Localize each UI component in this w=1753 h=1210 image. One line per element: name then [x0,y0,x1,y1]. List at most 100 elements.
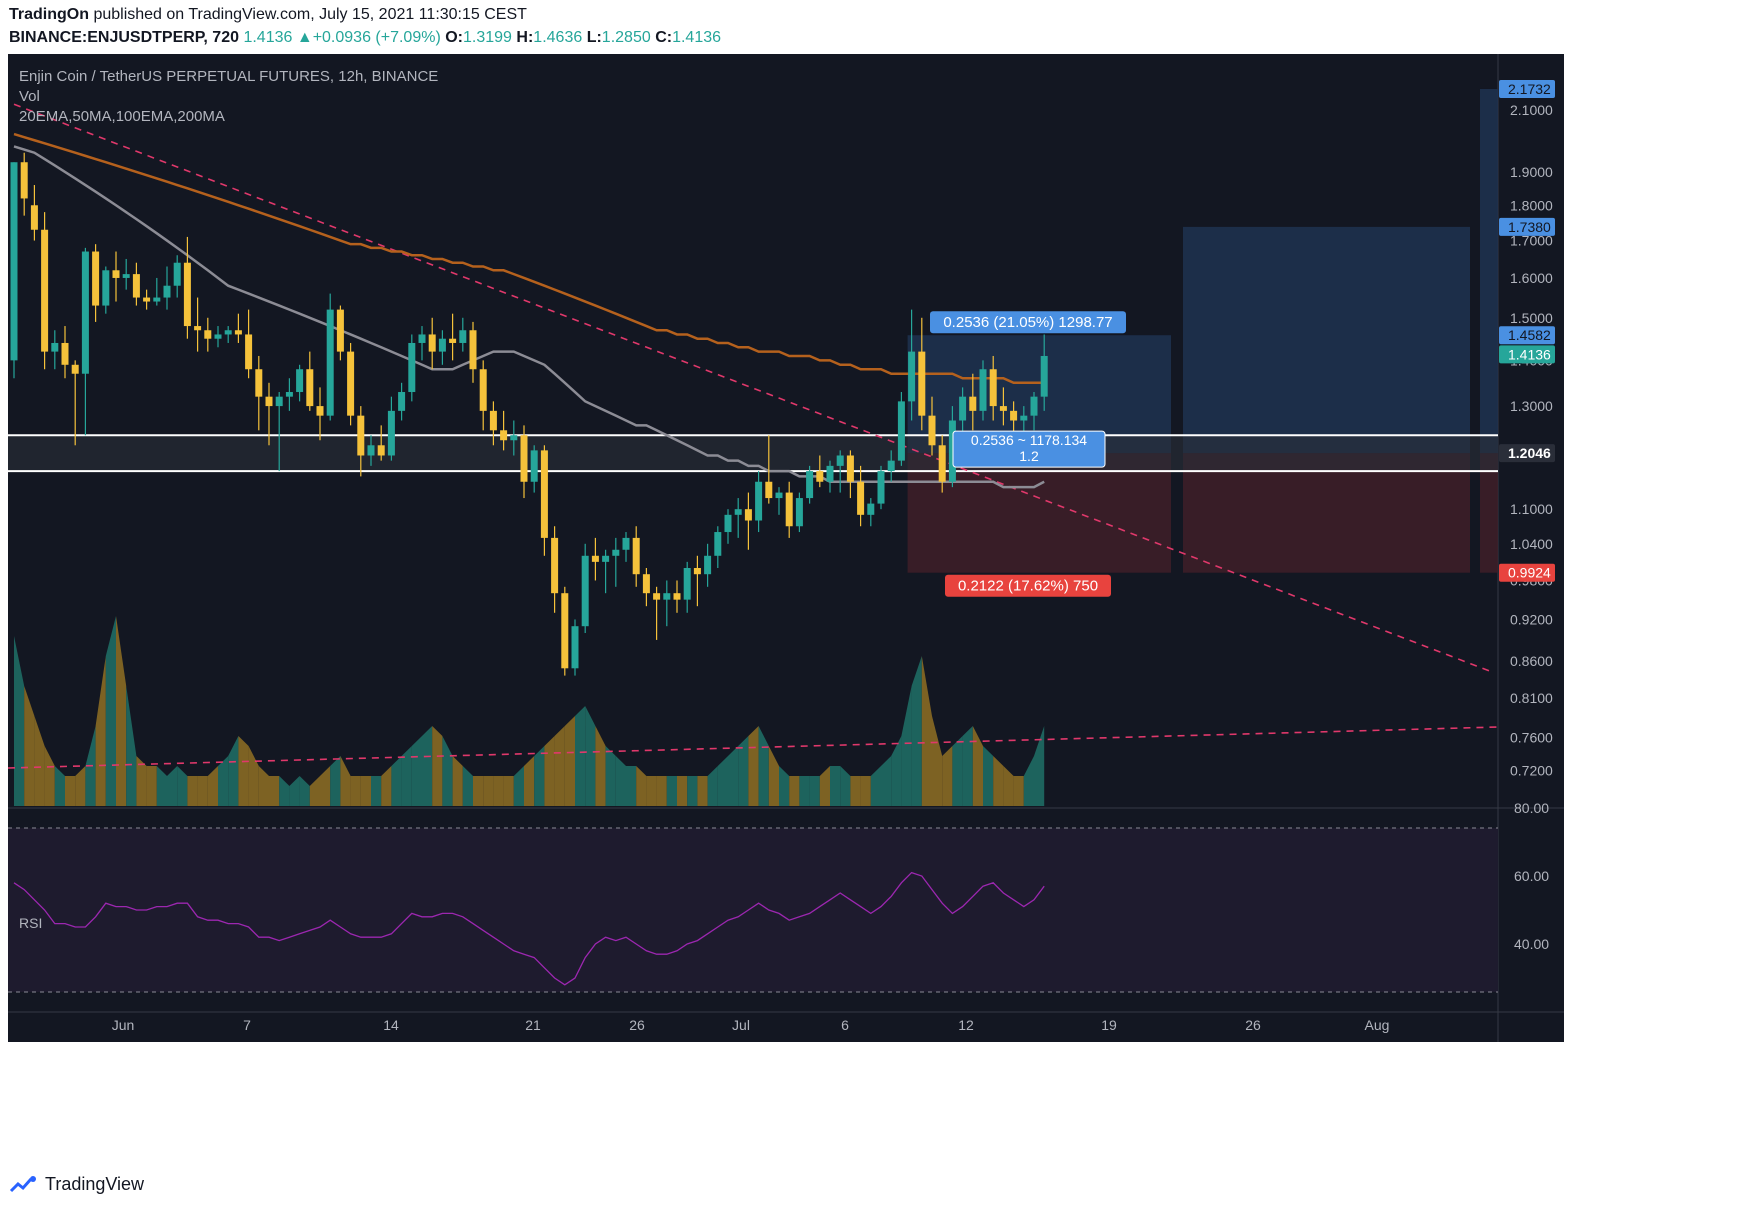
moving-averages [13,132,1045,489]
open-value: 1.3199 [463,29,512,46]
price-label-bg [1499,79,1555,98]
candle-body [459,330,467,343]
target-label-text: 0.2536 (21.05%) 1298.77 [943,314,1112,331]
price-tick-label: 1.5000 [1510,310,1553,326]
time-tick-label: Jun [112,1017,135,1033]
volume-segment [993,756,1004,806]
volume-segment [799,776,810,806]
volume-segment [258,766,269,806]
rsi-legend[interactable]: RSI [19,915,43,931]
time-tick-label: 21 [525,1017,541,1033]
volume-segment [911,656,922,806]
candle-body [316,406,324,416]
time-tick-label: 26 [1245,1017,1261,1033]
time-tick-label: 26 [629,1017,645,1033]
volume-segment [401,746,412,806]
candle-body [132,274,140,298]
volume-segment [748,726,759,806]
candle-body [653,593,661,600]
candle-body [642,574,650,594]
candle-body [551,537,559,594]
price-tick-label: 1.7000 [1510,233,1553,249]
last-price: 1.4136 [243,29,293,46]
candle-body [846,455,854,482]
chart-legend: Enjin Coin / TetherUS PERPETUAL FUTURES,… [19,67,438,127]
volume-segment [299,776,310,806]
candle-body [469,330,477,370]
candle-body [1020,415,1028,421]
candle-body [744,509,752,521]
candle-body [81,251,89,374]
price-label-text: 1.2046 [1508,445,1551,461]
price-label-bg [1499,444,1555,463]
volume-segment [24,686,35,806]
candle-body [438,338,446,352]
volume-segment [524,756,535,806]
candle-body [826,465,834,482]
volume-segment [554,726,565,806]
candle-body [622,537,630,550]
close-value: 1.4136 [672,29,722,46]
entry-label-text-1: 0.2536 ~ 1178.134 [971,432,1087,448]
volume-segment [860,776,871,806]
volume-segment [320,766,331,806]
candle-body [275,396,283,407]
vol-legend[interactable]: Vol [19,88,40,105]
volume-segment [473,776,484,806]
candle-body [806,471,814,499]
candle-body [530,450,538,482]
price-tick-label: 1.0400 [1510,536,1553,552]
ma-legend[interactable]: 20EMA,50MA,100EMA,200MA [19,108,225,125]
volume-segment [34,716,45,806]
price-label-text: 1.4136 [1508,346,1551,362]
volume-segment [309,776,320,806]
rsi-band-background [8,828,1498,992]
volume-segment [728,746,739,806]
volume-segment [248,746,259,806]
volume-segment [983,746,994,806]
volume-segment [626,766,637,806]
candle-body [581,555,589,627]
volume-segment [779,766,790,806]
volume-segment [830,766,841,806]
candle-body [387,410,395,456]
profit-zone-3 [1480,88,1498,454]
candle-body [1010,410,1018,421]
low-value: 1.2850 [601,29,651,46]
volume-segment [14,636,25,806]
candle-body [632,537,640,575]
volume-segment [360,776,371,806]
candle-body [418,334,426,343]
author-name[interactable]: TradingOn [9,6,89,23]
tradingview-logo-icon [9,1175,36,1192]
candle-body [255,369,263,397]
volume-segment [615,756,626,806]
stop-label-bg [945,574,1111,597]
volume-segment [197,776,208,806]
candle-body [948,420,956,482]
time-tick-label: 7 [243,1017,251,1033]
volume-segment [717,756,728,806]
candle-body [377,445,385,456]
price-label-text: 2.1732 [1508,81,1551,97]
candle-body [785,492,793,527]
candle-body [336,309,344,352]
candle-body [724,514,732,533]
volume-segment [942,746,953,806]
symbol-name[interactable]: BINANCE:ENJUSDTPERP, 720 [9,29,239,46]
volume-segment [952,736,963,806]
price-label-text: 0.9924 [1508,565,1551,581]
volume-segment [1034,726,1045,806]
price-tick-label: 1.1000 [1510,501,1553,517]
volume-segment [840,766,851,806]
price-tick-label: 0.9200 [1510,611,1553,627]
candle-body [765,481,773,499]
candle-body [867,503,875,515]
volume-segment [891,736,902,806]
profit-zone-2 [1183,226,1470,454]
volume-segment [156,766,167,806]
chart-title[interactable]: Enjin Coin / TetherUS PERPETUAL FUTURES,… [19,68,439,85]
stop-label-text: 0.2122 (17.62%) 750 [958,578,1098,595]
volume-segment [1003,766,1014,806]
footer-logo[interactable]: TradingView [9,1174,144,1195]
